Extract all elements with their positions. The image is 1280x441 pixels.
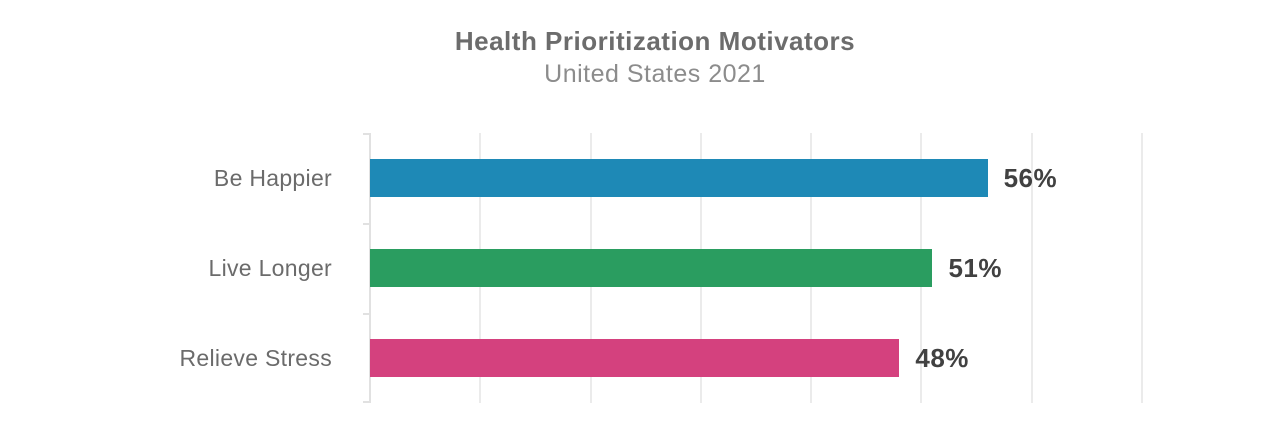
category-label-live-longer: Live Longer xyxy=(208,255,332,281)
category-label-relieve-stress: Relieve Stress xyxy=(179,345,332,371)
bar-be-happier xyxy=(370,159,988,197)
value-label-relieve-stress: 48% xyxy=(915,343,969,373)
axis-tick xyxy=(363,313,370,315)
chart-header: Health Prioritization Motivators United … xyxy=(30,26,1280,89)
bar-live-longer xyxy=(370,249,933,287)
category-label-be-happier: Be Happier xyxy=(213,165,332,191)
gridline xyxy=(1030,133,1033,403)
gridline xyxy=(1141,133,1143,403)
chart-title: Health Prioritization Motivators xyxy=(454,26,856,56)
bar-row-relieve-stress: Relieve Stress 48% xyxy=(0,313,1280,403)
bar-row-be-happier: Be Happier 56% xyxy=(0,133,1280,223)
bar-row-live-longer: Live Longer 51% xyxy=(0,223,1280,313)
axis-tick xyxy=(363,401,370,403)
chart-subtitle: United States 2021 xyxy=(544,60,766,89)
value-label-live-longer: 51% xyxy=(948,253,1002,283)
value-label-be-happier: 56% xyxy=(1003,163,1058,193)
axis-tick xyxy=(363,223,370,225)
bar-relieve-stress xyxy=(370,339,900,377)
bar-chart-body: Be Happier 56% Live Longer 51% Relieve Stres… xyxy=(0,133,1280,403)
axis-tick xyxy=(363,133,370,135)
